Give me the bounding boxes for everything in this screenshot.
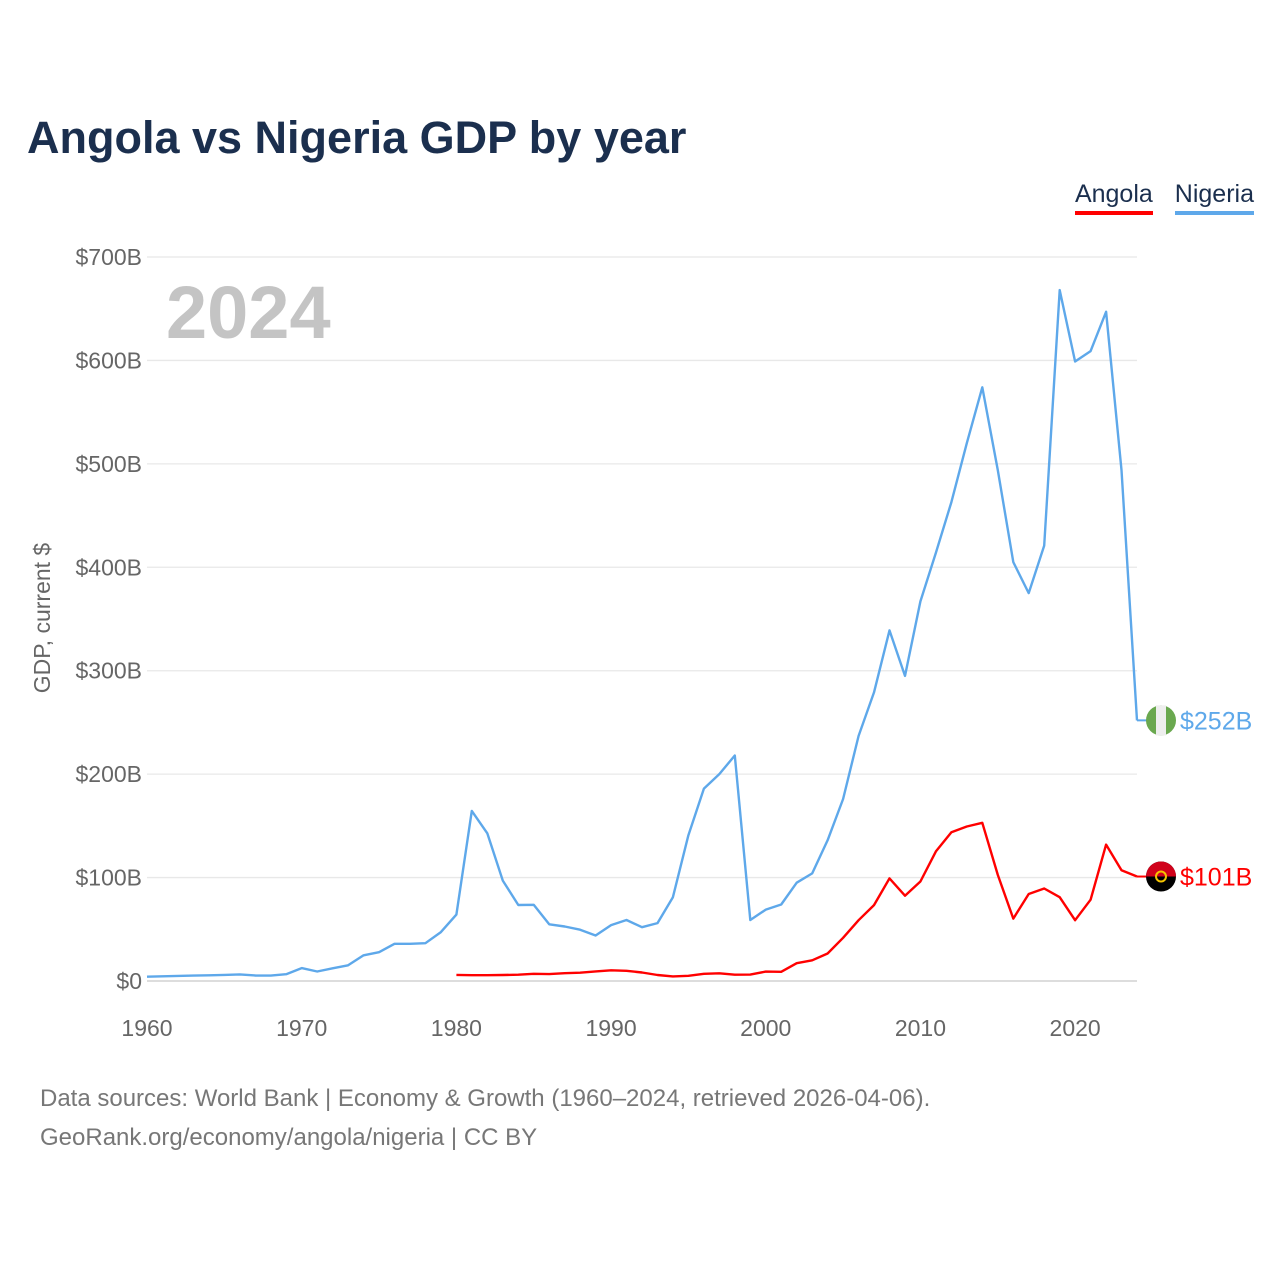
nigeria-flag-icon (1146, 705, 1176, 736)
angola-flag-icon (1146, 861, 1176, 892)
y-tick-label: $300B (75, 658, 142, 684)
x-tick-label: 1990 (585, 1015, 636, 1041)
flag-emblem (1155, 870, 1167, 883)
chart-title: Angola vs Nigeria GDP by year (27, 112, 687, 163)
x-tick-label: 1960 (121, 1015, 172, 1041)
flag-white (1156, 705, 1166, 736)
series-line-nigeria (146, 288, 1139, 978)
x-tick-label: 2000 (740, 1015, 791, 1041)
y-tick-label: $700B (75, 244, 142, 270)
source-link[interactable]: GeoRank.org/economy/angola/nigeria | CC … (40, 1124, 538, 1151)
series-line-angola (456, 821, 1138, 978)
source-note: Data sources: World Bank | Economy & Gro… (40, 1085, 931, 1112)
y-tick-label: $500B (75, 451, 142, 477)
end-value-label-nigeria: $252B (1180, 707, 1252, 735)
y-tick-label: $400B (75, 554, 142, 580)
y-tick-label: $100B (75, 865, 142, 891)
legend: Angola Nigeria (1074, 180, 1254, 215)
y-tick-label: $600B (75, 347, 142, 373)
x-tick-label: 1980 (431, 1015, 482, 1041)
y-tick-label: $0 (116, 968, 142, 994)
flag-red (1146, 861, 1176, 877)
x-tick-label: 1970 (276, 1015, 327, 1041)
y-tick-label: $200B (75, 761, 142, 787)
x-tick-label: 2010 (895, 1015, 946, 1041)
end-value-label-angola: $101B (1180, 864, 1252, 892)
x-tick-label: 2020 (1050, 1015, 1101, 1041)
legend-nigeria[interactable]: Nigeria (1174, 180, 1254, 215)
legend-angola[interactable]: Angola (1074, 180, 1153, 215)
y-axis-label: GDP, current $ (29, 543, 55, 694)
year-watermark: 2024 (166, 271, 331, 354)
